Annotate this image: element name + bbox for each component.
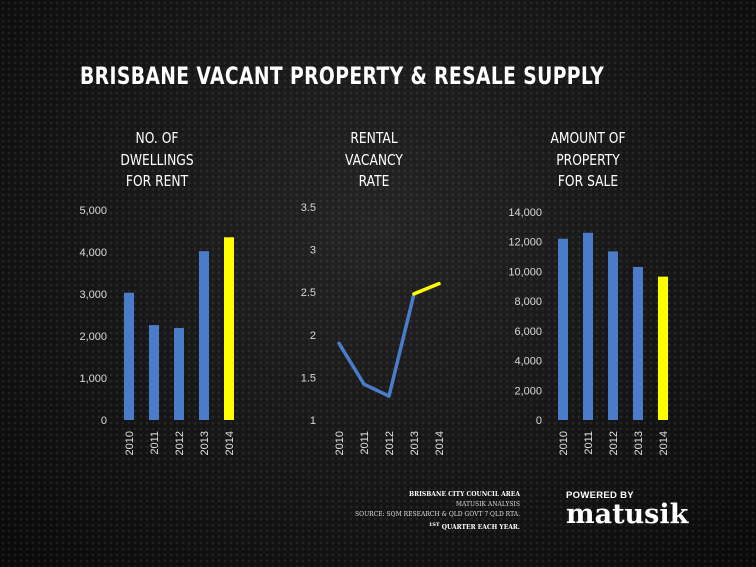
chart-1-xtick: 2014 (224, 431, 236, 455)
chart-3-xtick: 2010 (558, 431, 570, 455)
chart-3-xtick: 2012 (608, 431, 620, 455)
chart-1-xtick: 2012 (174, 431, 186, 455)
chart-1-bar (174, 328, 184, 420)
chart-1-bar (199, 251, 209, 420)
chart-2-xtick: 2014 (434, 431, 446, 455)
chart-1-bar (124, 292, 134, 420)
chart-2-ytick: 3.5 (301, 202, 316, 214)
chart-1-xtick: 2013 (199, 431, 211, 455)
chart-1-ytick: 2,000 (79, 331, 107, 343)
chart-3-xtick: 2013 (633, 431, 645, 455)
chart-3-bar (583, 232, 593, 420)
chart-3-xtick: 2014 (658, 431, 670, 455)
chart-3-bar (658, 276, 668, 420)
chart-2-ytick: 1.5 (301, 372, 316, 384)
chart-1-bar (224, 237, 234, 420)
chart-2-xtick: 2010 (334, 431, 346, 455)
chart-1-xtick: 2011 (149, 431, 161, 455)
chart-3-ytick: 12,000 (508, 237, 542, 249)
chart-1-bar (149, 325, 159, 420)
page-title: BRISBANE VACANT PROPERTY & RESALE SUPPLY (80, 62, 605, 90)
chart-2-xtick: 2011 (359, 431, 371, 455)
chart-1-ytick: 0 (101, 415, 107, 427)
chart-1-ytick: 1,000 (79, 373, 107, 385)
chart-3-bar (633, 266, 643, 420)
chart-3-ytick: 2,000 (514, 385, 542, 397)
chart-3-xtick: 2011 (583, 431, 595, 455)
chart-3-ytick: 6,000 (514, 326, 542, 338)
chart-3-ytick: 0 (536, 415, 542, 427)
chart-2-xtick: 2013 (409, 431, 421, 455)
chart-2-ytick: 2 (310, 330, 316, 342)
chart-1-xtick: 2010 (124, 431, 136, 455)
chart-2-ytick: 3 (310, 245, 316, 257)
chart-1-title: NO. OF DWELLINGS FOR RENT (120, 129, 194, 190)
chart-1-ytick: 4,000 (79, 247, 107, 259)
chart-3-bar (608, 251, 618, 420)
chart-3-ytick: 4,000 (514, 356, 542, 368)
matusik-logo: POWERED BY matusik (566, 490, 689, 530)
chart-3-ytick: 8,000 (514, 296, 542, 308)
chart-1-ytick: 5,000 (79, 205, 107, 217)
source-note: BRISBANE CITY COUNCIL AREA MATUSIK ANALY… (355, 491, 520, 531)
chart-2-line (337, 292, 416, 398)
chart-3-ytick: 10,000 (508, 266, 542, 278)
chart-3-title: AMOUNT OF PROPERTY FOR SALE (550, 129, 626, 190)
chart-2-xtick: 2012 (384, 431, 396, 455)
chart-2-ytick: 1 (310, 415, 316, 427)
chart-3-ytick: 14,000 (508, 207, 542, 219)
chart-2-ytick: 2.5 (301, 287, 316, 299)
chart-1-ytick: 3,000 (79, 289, 107, 301)
chart-3-bar (558, 238, 568, 420)
chart-2-line-highlight (412, 281, 441, 296)
chart-2-title: RENTAL VACANCY RATE (345, 129, 403, 190)
